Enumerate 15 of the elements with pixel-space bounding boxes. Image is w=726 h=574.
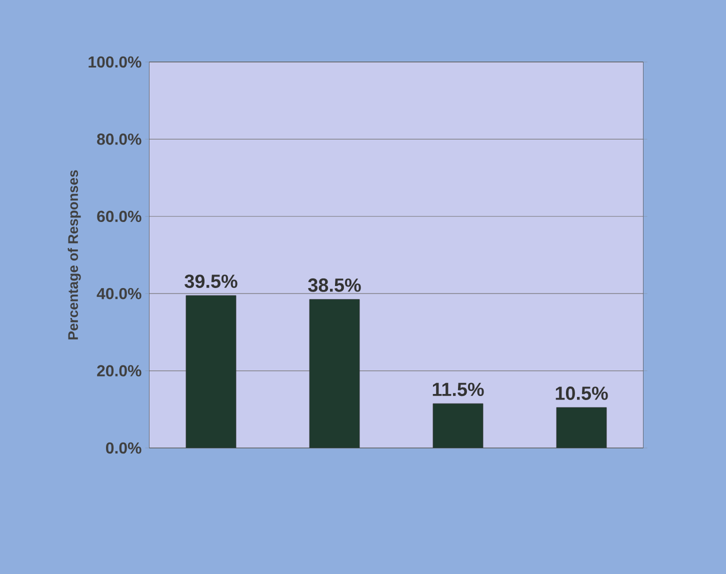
data-label: 38.5%: [308, 278, 361, 292]
data-label: 39.5%: [184, 274, 238, 288]
y-tick-label: 100.0%: [88, 56, 142, 68]
data-label: 10.5%: [556, 386, 608, 400]
bar: [556, 407, 607, 448]
bar: [186, 295, 236, 448]
y-tick-label: 80.0%: [97, 134, 142, 145]
y-axis-title: Percentage of Responses: [68, 170, 81, 340]
y-tick-label: 40.0%: [96, 288, 142, 300]
data-label: 11.5%: [432, 382, 484, 396]
bar: [432, 403, 484, 448]
y-tick-label: 60.0%: [97, 210, 142, 222]
y-tick-label: 20.0%: [97, 365, 142, 376]
bar: [309, 299, 360, 448]
y-tick-label: 0.0%: [106, 442, 142, 454]
